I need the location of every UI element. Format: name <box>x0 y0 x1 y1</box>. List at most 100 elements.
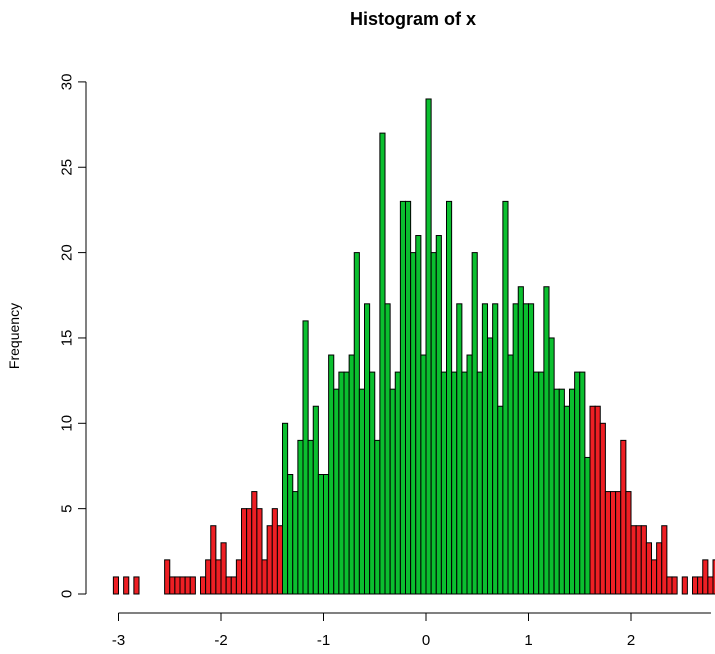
histogram-bar <box>266 525 273 595</box>
histogram-bar <box>461 371 468 595</box>
histogram-bar <box>625 491 632 595</box>
histogram-bar <box>169 576 176 595</box>
histogram-bar <box>620 439 627 595</box>
histogram-bar <box>635 525 642 595</box>
histogram-bar <box>379 132 386 595</box>
histogram-bar <box>282 422 289 595</box>
histogram-bar <box>476 371 483 595</box>
histogram-bar <box>446 200 453 595</box>
histogram-bar <box>241 508 248 595</box>
histogram-bar <box>522 303 530 595</box>
histogram-bar <box>215 559 222 595</box>
x-axis: -3 -2 -1 0 1 2 <box>112 612 711 649</box>
histogram-bar <box>512 303 519 595</box>
histogram-bar <box>297 439 304 595</box>
histogram-bar <box>230 576 237 595</box>
histogram-bar <box>661 525 668 595</box>
histogram-bar <box>189 576 196 595</box>
bars-group <box>112 98 715 595</box>
x-tick-label: 1 <box>524 632 532 649</box>
y-tick-label: 5 <box>58 504 75 512</box>
histogram-bar <box>702 559 709 595</box>
histogram-bar <box>317 474 325 595</box>
histogram-bar <box>358 388 366 595</box>
histogram-bar <box>251 491 258 595</box>
histogram-bar <box>123 576 130 595</box>
histogram-bar <box>364 303 371 595</box>
y-tick-label: 25 <box>58 159 75 176</box>
histogram-bar <box>456 303 463 595</box>
histogram-bar <box>558 388 565 595</box>
histogram-bar <box>430 252 437 595</box>
histogram-bar <box>328 354 335 595</box>
histogram-bar <box>497 405 504 595</box>
histogram-bar <box>579 371 586 595</box>
histogram-bar <box>184 576 191 595</box>
histogram-bar <box>645 542 653 595</box>
histogram-bar <box>569 388 576 595</box>
histogram-bar <box>548 337 555 595</box>
histogram-bar <box>594 405 601 595</box>
y-axis-label: Frequency <box>6 303 22 369</box>
histogram-bar <box>681 576 688 595</box>
histogram-bar <box>471 252 478 595</box>
histogram-bar <box>287 474 294 595</box>
y-tick-label: 0 <box>58 590 75 598</box>
histogram-bar <box>610 491 617 595</box>
histogram-bar <box>584 456 591 595</box>
histogram-bar <box>292 491 299 595</box>
y-tick-label: 30 <box>58 74 75 91</box>
histogram-bar <box>563 405 571 595</box>
histogram-bar <box>225 576 232 595</box>
histogram-bar <box>425 98 432 595</box>
histogram-bar <box>338 371 345 595</box>
histogram-bar <box>507 354 514 595</box>
histogram-bar <box>210 525 217 595</box>
histogram-bar <box>533 371 540 595</box>
histogram-bar <box>112 576 120 595</box>
histogram-bar <box>307 439 314 595</box>
histogram-bar <box>712 559 715 595</box>
histogram-bar <box>640 525 647 595</box>
y-axis: 0 5 10 15 20 25 30 <box>58 74 87 598</box>
histogram-bar <box>538 371 545 595</box>
histogram-bar <box>451 371 458 595</box>
chart-title: Histogram of x <box>350 9 476 29</box>
histogram-bar <box>343 371 350 595</box>
histogram-bar <box>440 371 448 595</box>
histogram-bar <box>543 286 550 595</box>
histogram-bar <box>235 559 243 595</box>
x-tick-label: -1 <box>317 632 330 649</box>
histogram-bar <box>697 576 704 595</box>
histogram-bar <box>164 559 171 595</box>
histogram-bar <box>405 200 412 595</box>
histogram-bar <box>333 388 340 595</box>
y-tick-label: 20 <box>58 244 75 261</box>
histogram-bar <box>420 354 427 595</box>
histogram-bar <box>487 337 494 595</box>
histogram-bar <box>466 354 473 595</box>
histogram-bar <box>599 422 606 595</box>
histogram-bar <box>656 542 663 595</box>
histogram-bar <box>200 576 207 595</box>
histogram-bar <box>528 303 535 595</box>
x-tick-label: -3 <box>112 632 125 649</box>
x-tick-label: -2 <box>214 632 227 649</box>
x-tick-label: 0 <box>422 632 430 649</box>
histogram-bar <box>179 576 186 595</box>
histogram-bar <box>256 508 263 595</box>
histogram-bar <box>553 388 560 595</box>
histogram-bar <box>384 303 391 595</box>
histogram-bar <box>271 508 278 595</box>
histogram-bar <box>574 371 581 595</box>
histogram-bar <box>630 525 637 595</box>
histogram-bar <box>589 405 596 595</box>
histogram-bar <box>133 576 140 595</box>
histogram-bar <box>394 371 401 595</box>
histogram-bar <box>615 491 622 595</box>
histogram-bar <box>369 371 376 595</box>
histogram-bar <box>323 474 330 595</box>
histogram-bar <box>492 303 499 595</box>
histogram-bar <box>399 200 407 595</box>
